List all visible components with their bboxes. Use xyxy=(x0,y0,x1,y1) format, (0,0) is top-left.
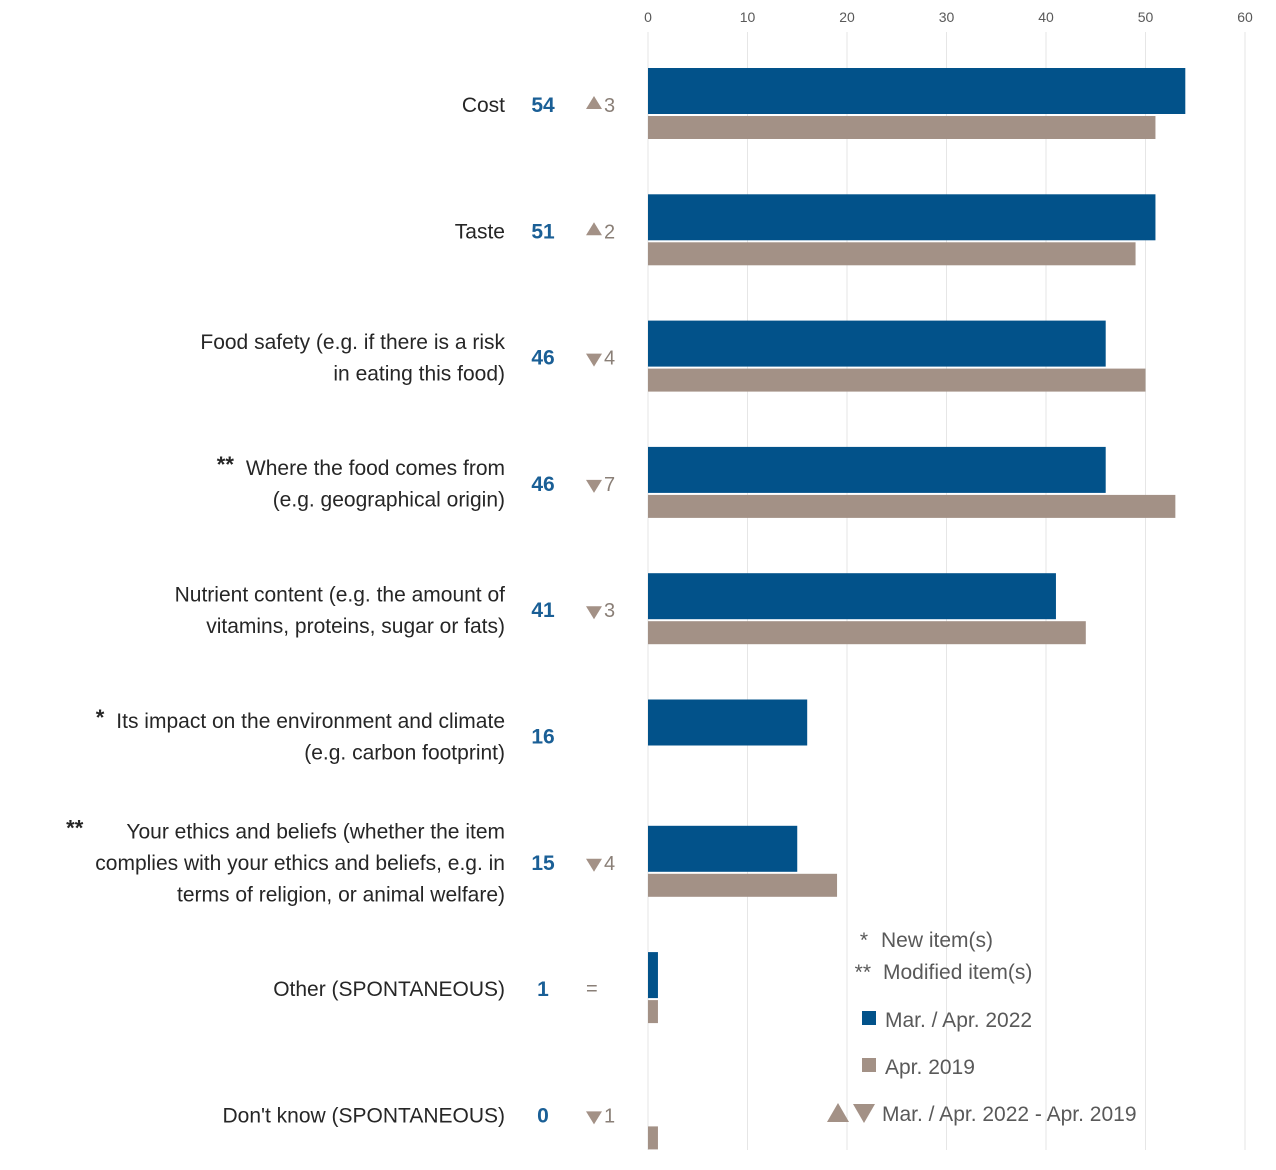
bar-2019 xyxy=(648,494,1176,518)
bar-2019 xyxy=(648,1000,658,1024)
delta-value: 4 xyxy=(604,348,615,370)
bar-2022 xyxy=(648,825,798,872)
bar-2022 xyxy=(648,194,1156,241)
down-triangle-icon xyxy=(586,858,602,872)
legend-new-item-label: New item(s) xyxy=(881,929,993,952)
item-marker: ** xyxy=(217,452,235,477)
value-label: 0 xyxy=(537,1104,549,1127)
x-tick-label: 60 xyxy=(1237,9,1253,25)
bar-2022 xyxy=(648,320,1106,367)
bar-2022 xyxy=(648,446,1106,493)
legend-modified-marker: ** xyxy=(855,961,871,984)
value-label: 15 xyxy=(531,852,555,875)
category-label: Food safety (e.g. if there is a risk in e… xyxy=(200,331,505,386)
value-label: 46 xyxy=(531,473,554,496)
bar-2019 xyxy=(648,242,1136,266)
legend: * New item(s) ** Modified item(s) Mar. /… xyxy=(827,929,1137,1126)
category-labels: Cost 54 3 Taste 51 2 Food safety (e.g. if ther… xyxy=(66,94,615,1127)
delta-value: 4 xyxy=(604,853,615,875)
value-label: 46 xyxy=(531,347,554,370)
delta-equal: = xyxy=(586,978,598,1000)
down-triangle-icon xyxy=(586,479,602,493)
x-tick-label: 10 xyxy=(740,9,756,25)
value-label: 16 xyxy=(531,726,554,749)
category-label: Its impact on the environment and climat… xyxy=(116,710,505,765)
legend-modified-item-label: Modified item(s) xyxy=(883,961,1032,984)
category-label: Your ethics and beliefs (whether the ite… xyxy=(95,820,505,906)
item-marker: * xyxy=(96,705,105,730)
category-label: Where the food comes from (e.g. geographi… xyxy=(246,457,505,512)
down-triangle-icon xyxy=(586,606,602,620)
category-label: Other (SPONTANEOUS) xyxy=(273,978,505,1001)
up-triangle-icon xyxy=(586,96,602,109)
legend-delta-label: Mar. / Apr. 2022 - Apr. 2019 xyxy=(882,1103,1137,1126)
legend-series-2019-label: Apr. 2019 xyxy=(885,1056,975,1079)
down-triangle-icon xyxy=(853,1104,875,1123)
value-label: 51 xyxy=(531,220,555,243)
bar-2022 xyxy=(648,699,808,746)
bar-2022 xyxy=(648,952,658,999)
item-marker: ** xyxy=(66,815,84,840)
bar-2019 xyxy=(648,873,838,897)
delta-value: 2 xyxy=(604,221,615,243)
value-label: 41 xyxy=(531,599,555,622)
legend-swatch-2019 xyxy=(862,1058,876,1072)
delta-value: 7 xyxy=(604,474,615,496)
down-triangle-icon xyxy=(586,353,602,367)
x-tick-label: 50 xyxy=(1138,9,1154,25)
x-tick-label: 40 xyxy=(1038,9,1054,25)
bars xyxy=(648,68,1186,1150)
x-tick-label: 0 xyxy=(644,9,652,25)
bar-2022 xyxy=(648,68,1186,114)
down-triangle-icon xyxy=(586,1111,602,1125)
up-triangle-icon xyxy=(827,1103,849,1122)
legend-swatch-2022 xyxy=(862,1011,876,1025)
category-label: Don't know (SPONTANEOUS) xyxy=(222,1104,505,1127)
bar-2019 xyxy=(648,368,1146,392)
x-tick-label: 20 xyxy=(839,9,855,25)
bar-2019 xyxy=(648,1126,658,1150)
category-label: Nutrient content (e.g. the amount of vita… xyxy=(175,583,506,638)
bar-2022 xyxy=(648,573,1056,620)
legend-series-2022-label: Mar. / Apr. 2022 xyxy=(885,1009,1032,1032)
delta-value: 1 xyxy=(604,1105,615,1127)
value-label: 1 xyxy=(537,978,549,1001)
bar-2019 xyxy=(648,116,1156,139)
legend-new-marker: * xyxy=(860,929,868,952)
delta-value: 3 xyxy=(604,95,615,117)
category-label: Taste xyxy=(455,220,505,243)
category-label: Cost xyxy=(462,94,505,117)
up-triangle-icon xyxy=(586,222,602,236)
delta-value: 3 xyxy=(604,600,615,622)
bar-2019 xyxy=(648,621,1086,645)
value-label: 54 xyxy=(531,94,555,117)
x-axis-ticks: 0 10 20 30 40 50 60 xyxy=(644,9,1253,25)
x-tick-label: 30 xyxy=(939,9,955,25)
